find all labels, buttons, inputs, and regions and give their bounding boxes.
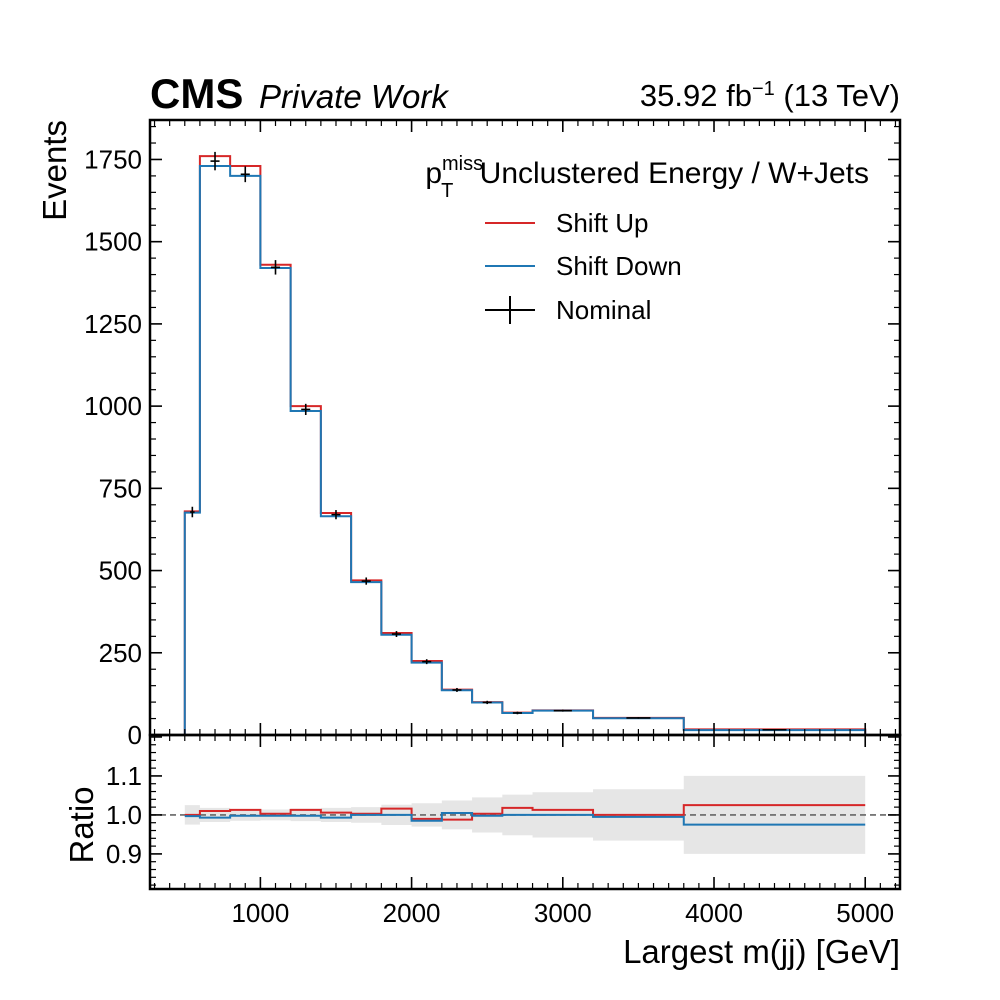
nominal-point (553, 709, 572, 712)
nominal-point (391, 631, 402, 637)
ratio-tick-label: 1.0 (106, 800, 142, 830)
legend-label-shift-down: Shift Down (556, 251, 682, 281)
shift-down-step (183, 165, 867, 735)
nominal-point (626, 717, 651, 719)
x-axis-label: Largest m(jj) [GeV] (623, 933, 900, 970)
nominal-point (422, 659, 432, 665)
nominal-point (452, 687, 462, 692)
y-axis-label: Events (36, 120, 73, 221)
x-tick-label: 4000 (685, 898, 743, 928)
y-tick-label: 500 (99, 556, 142, 586)
nominal-point (210, 151, 220, 171)
x-tick-label: 1000 (231, 898, 289, 928)
private-work-label: Private Work (259, 78, 449, 115)
y-tick-label: 1500 (84, 227, 142, 257)
ratio-frame (148, 733, 902, 891)
y-tick-label: 0 (128, 720, 142, 750)
y-tick-label: 1000 (84, 391, 142, 421)
legend: Shift Up Shift Down Nominal (485, 208, 682, 325)
nominal-point (482, 700, 492, 705)
main-frame (148, 118, 902, 737)
x-tick-label: 5000 (836, 898, 894, 928)
ratio-panel (150, 775, 900, 854)
shift-up-step (183, 155, 867, 735)
x-tick-label: 2000 (383, 898, 441, 928)
y-tick-label: 750 (99, 473, 142, 503)
luminosity-label: 35.92 fb−1 (13 TeV) (640, 78, 900, 113)
legend-label-shift-up: Shift Up (556, 208, 649, 238)
ratio-shift-down-step (184, 811, 866, 826)
cms-label: CMS (150, 70, 243, 117)
nominal-point (361, 577, 371, 585)
ratio-tick-label: 0.9 (106, 839, 142, 869)
nominal-point (270, 260, 281, 275)
y-tick-label: 1250 (84, 309, 142, 339)
y-tick-label: 250 (99, 638, 142, 668)
main-panel (183, 151, 867, 735)
nominal-point (240, 166, 250, 183)
nominal-point (190, 506, 195, 518)
legend-label-nominal: Nominal (556, 295, 651, 325)
ratio-tick-label: 1.1 (106, 761, 142, 791)
x-tick-label: 3000 (534, 898, 592, 928)
axes: 1000 2000 3000 4000 5000 0 250 500 750 1000 1250 15… (84, 120, 900, 928)
ratio-shift-up-step (184, 804, 866, 821)
y-tick-label: 1750 (84, 144, 142, 174)
nominal-point (512, 711, 522, 715)
ratio-axis-label: Ratio (63, 786, 100, 863)
nominal-point (301, 403, 311, 416)
plot-title: pmiss T Unclustered Energy / W+Jets (425, 153, 869, 202)
nominal-point (331, 510, 341, 520)
